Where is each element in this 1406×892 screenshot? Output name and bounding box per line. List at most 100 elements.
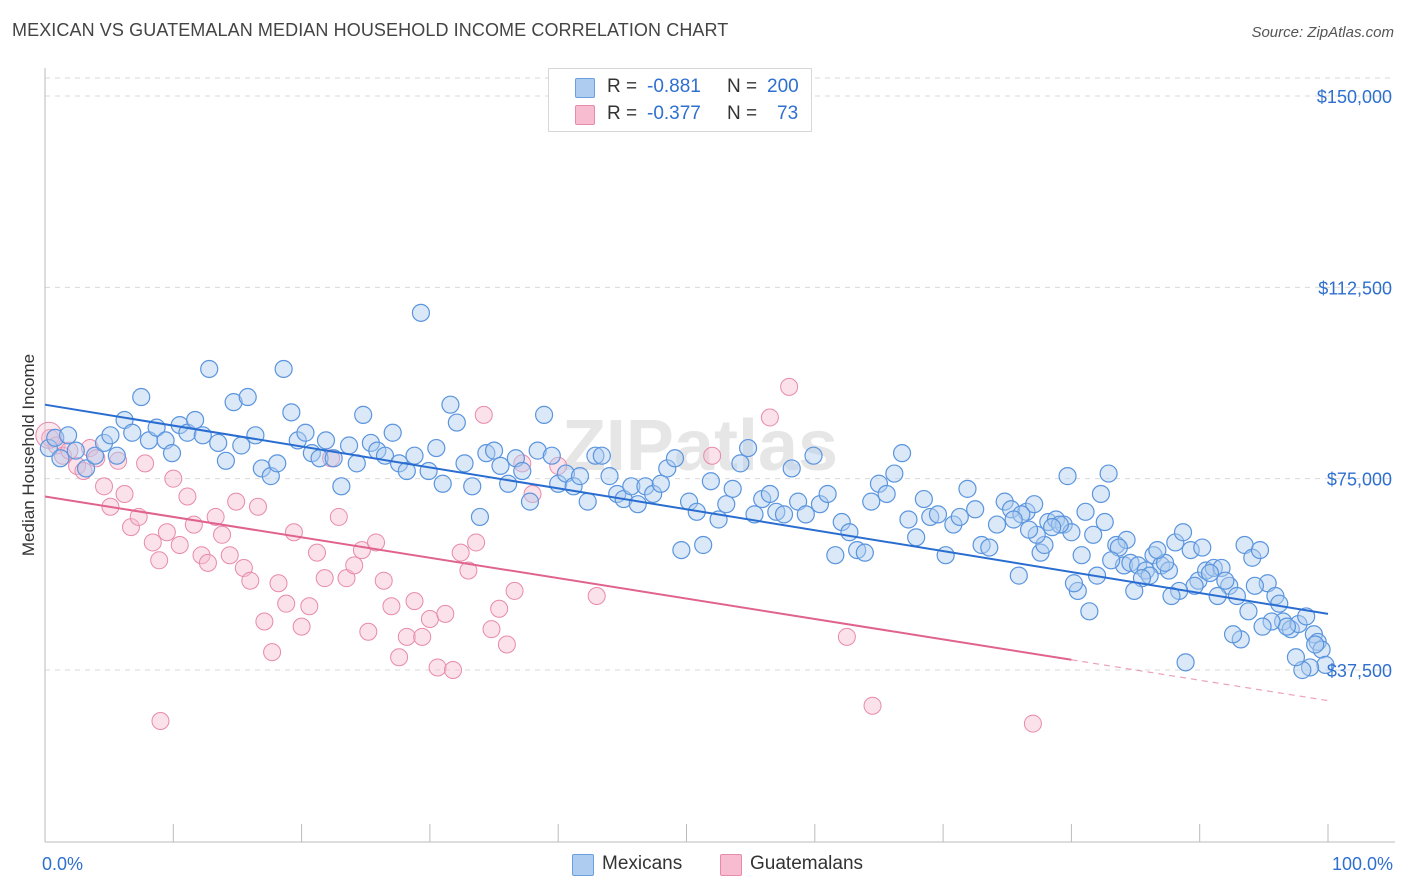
guatemalan-point bbox=[136, 454, 155, 473]
guatemalan-point bbox=[151, 712, 170, 731]
guatemalans-trend-extension bbox=[1071, 659, 1329, 702]
mexican-point bbox=[282, 403, 301, 422]
mexican-point bbox=[58, 426, 78, 445]
guatemalan-point bbox=[292, 617, 311, 636]
mexican-point bbox=[66, 441, 85, 460]
mexican-point bbox=[658, 459, 677, 478]
mexican-point bbox=[723, 479, 742, 498]
mexican-point bbox=[760, 484, 779, 504]
mexican-point bbox=[672, 540, 691, 560]
mexican-point bbox=[1262, 612, 1281, 631]
guatemalan-point bbox=[382, 597, 401, 616]
mexican-point bbox=[832, 512, 851, 532]
mexican-point bbox=[433, 474, 452, 493]
series-legend: Mexicans Guatemalans bbox=[0, 852, 1406, 876]
mexican-point bbox=[1297, 607, 1316, 626]
guatemalan-point bbox=[164, 469, 183, 488]
mexican-point bbox=[1227, 586, 1247, 606]
guatemalan-point bbox=[157, 523, 176, 542]
mexican-point bbox=[224, 393, 243, 412]
mexican-point bbox=[1181, 540, 1200, 560]
trend-lines bbox=[44, 403, 1329, 702]
guatemalan-point bbox=[206, 507, 225, 526]
x-tick-label: 0.0% bbox=[42, 854, 83, 874]
guatemalans-swatch bbox=[575, 105, 595, 125]
mexican-point bbox=[1091, 484, 1111, 504]
mexican-point bbox=[869, 474, 889, 493]
mexican-point bbox=[1173, 523, 1193, 542]
mexican-point bbox=[1009, 566, 1028, 585]
mexican-point bbox=[665, 449, 685, 468]
y-axis-label: Median Household Income bbox=[19, 354, 38, 556]
mexican-point bbox=[1289, 614, 1308, 634]
mexican-point bbox=[246, 426, 265, 445]
guatemalan-point bbox=[780, 377, 799, 396]
mexican-point bbox=[1080, 602, 1099, 621]
guatemalan-point bbox=[374, 571, 393, 590]
y-tick-label: $75,000 bbox=[1327, 470, 1392, 490]
mexican-point bbox=[200, 359, 219, 379]
mexican-point bbox=[274, 359, 293, 379]
mexican-point bbox=[107, 446, 126, 465]
source-label: Source: ZipAtlas.com bbox=[1251, 24, 1394, 41]
guatemalan-point bbox=[198, 553, 217, 572]
mexican-point bbox=[628, 495, 647, 514]
mexican-point bbox=[1102, 551, 1121, 570]
mexican-point bbox=[534, 405, 554, 424]
mexican-point bbox=[1095, 512, 1114, 532]
mexican-point bbox=[528, 441, 547, 460]
mexican-point bbox=[877, 484, 896, 504]
legend-label-mexicans: Mexicans bbox=[602, 853, 683, 874]
x-tick-label: 100.0% bbox=[1332, 854, 1393, 874]
mexican-point bbox=[1025, 495, 1044, 514]
mexican-point bbox=[899, 510, 918, 529]
mexican-point bbox=[855, 543, 874, 562]
guatemalan-point bbox=[505, 581, 524, 600]
mexican-point bbox=[1316, 655, 1335, 674]
guatemalan-point bbox=[315, 569, 334, 588]
mexican-point bbox=[513, 461, 532, 481]
mexican-point bbox=[818, 484, 837, 504]
guatemalan-point bbox=[143, 533, 162, 552]
mexican-point bbox=[332, 477, 351, 496]
guatemalan-point bbox=[345, 556, 364, 575]
guatemalan-point bbox=[760, 408, 779, 427]
guatemalan-point bbox=[451, 543, 470, 562]
mexican-point bbox=[600, 467, 619, 486]
mexican-point bbox=[1099, 464, 1118, 483]
guatemalan-point bbox=[428, 658, 447, 677]
guatemalans-swatch bbox=[720, 854, 742, 876]
mexican-point bbox=[470, 507, 490, 527]
watermark: ZIPatlas bbox=[562, 406, 838, 486]
mexican-point bbox=[950, 507, 969, 527]
guatemalan-point bbox=[863, 696, 882, 715]
r-label: R = bbox=[607, 103, 638, 124]
mexican-point bbox=[383, 423, 402, 442]
mexican-point bbox=[966, 500, 985, 519]
mexican-point bbox=[1216, 571, 1235, 590]
mexican-point bbox=[892, 444, 912, 463]
guatemalan-point bbox=[420, 609, 439, 628]
mexican-point bbox=[499, 474, 518, 493]
guatemalan-point bbox=[277, 594, 296, 613]
mexican-point bbox=[1176, 653, 1195, 672]
mexican-point bbox=[397, 461, 416, 481]
mexican-point bbox=[914, 489, 933, 509]
guatemalan-point bbox=[397, 627, 416, 646]
mexican-point bbox=[463, 477, 482, 496]
guatemalan-point bbox=[263, 643, 282, 662]
mexican-point bbox=[441, 395, 460, 414]
guatemalan-point bbox=[220, 546, 239, 565]
guatemalan-point bbox=[329, 507, 348, 526]
mexican-point bbox=[980, 538, 999, 557]
mexican-point bbox=[774, 505, 794, 524]
mexican-point bbox=[1019, 520, 1039, 539]
mexican-point bbox=[354, 405, 373, 424]
guatemalan-point bbox=[115, 484, 134, 503]
mexican-point bbox=[907, 528, 926, 547]
guatemalan-point bbox=[367, 533, 386, 552]
guatemalan-point bbox=[1023, 714, 1042, 733]
guatemalan-point bbox=[170, 535, 189, 554]
mexican-point bbox=[1058, 467, 1077, 486]
